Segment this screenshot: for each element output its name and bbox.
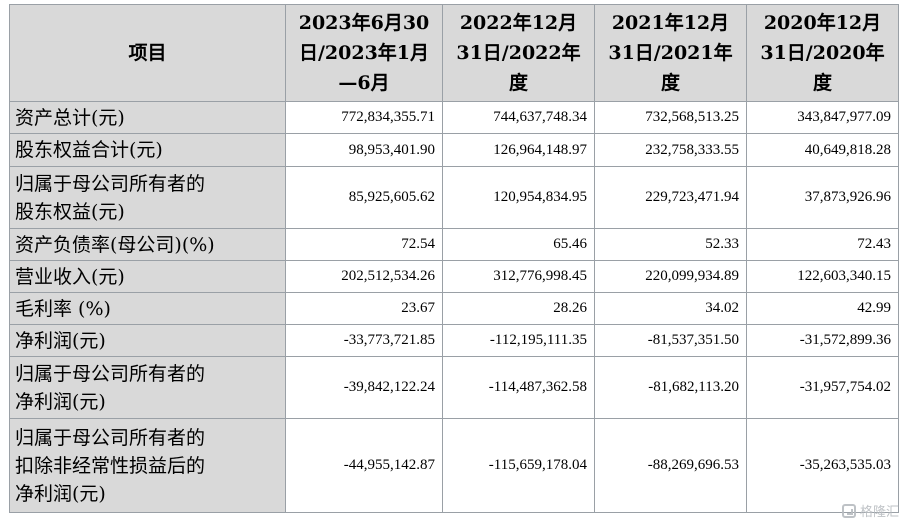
watermark-text: 格隆汇 <box>859 505 899 520</box>
table-cell: 202,512,534.26 <box>285 260 443 293</box>
table-cell: -31,957,754.02 <box>746 356 899 419</box>
table-cell: -35,263,535.03 <box>746 418 899 513</box>
table-cell: 42.99 <box>746 292 899 325</box>
table-row: 归属于母公司所有者的 扣除非经常性损益后的 净利润(元) -44,955,142.8… <box>9 418 899 513</box>
row-label-net-profit: 净利润(元) <box>9 324 286 357</box>
table-cell: 85,925,605.62 <box>285 166 443 229</box>
table-row: 归属于母公司所有者的 股东权益(元) 85,925,605.62 120,954,… <box>9 166 899 229</box>
row-label-revenue: 营业收入(元) <box>9 260 286 293</box>
row-label-total-equity: 股东权益合计(元) <box>9 133 286 167</box>
header-period-2022: 2022年12月 31日/2022年度 <box>442 4 595 102</box>
table-cell: 732,568,513.25 <box>594 101 747 134</box>
table-cell: 772,834,355.71 <box>285 101 443 134</box>
row-label-parent-net-profit-excl-nonrecurring: 归属于母公司所有者的 扣除非经常性损益后的 净利润(元) <box>9 418 286 513</box>
row-label-gross-margin: 毛利率 (%) <box>9 292 286 325</box>
table-cell: 220,099,934.89 <box>594 260 747 293</box>
table-cell: -114,487,362.58 <box>442 356 595 419</box>
table-cell: -44,955,142.87 <box>285 418 443 513</box>
table-cell: 52.33 <box>594 228 747 261</box>
table-cell: -39,842,122.24 <box>285 356 443 419</box>
row-label-parent-net-profit: 归属于母公司所有者的 净利润(元) <box>9 356 286 419</box>
table-cell: 122,603,340.15 <box>746 260 899 293</box>
table-cell: 120,954,834.95 <box>442 166 595 229</box>
table-row: 净利润(元) -33,773,721.85 -112,195,111.35 -8… <box>9 324 899 357</box>
row-label-parent-equity: 归属于母公司所有者的 股东权益(元) <box>9 166 286 229</box>
table-row: 毛利率 (%) 23.67 28.26 34.02 42.99 <box>9 292 899 325</box>
financial-summary-table: 项目 2023年6月30 日/2023年1月 —6月 2022年12月 31日/202… <box>9 4 899 513</box>
table-cell: -33,773,721.85 <box>285 324 443 357</box>
table-row: 资产总计(元) 772,834,355.71 744,637,748.34 73… <box>9 101 899 134</box>
table-cell: -31,572,899.36 <box>746 324 899 357</box>
table-cell: -81,537,351.50 <box>594 324 747 357</box>
table-row: 股东权益合计(元) 98,953,401.90 126,964,148.97 2… <box>9 133 899 167</box>
table-cell: 28.26 <box>442 292 595 325</box>
table-cell: 98,953,401.90 <box>285 133 443 167</box>
table-cell: 23.67 <box>285 292 443 325</box>
table-cell: -112,195,111.35 <box>442 324 595 357</box>
header-item: 项目 <box>9 4 286 102</box>
header-period-2021: 2021年12月 31日/2021年度 <box>594 4 747 102</box>
row-label-debt-ratio: 资产负债率(母公司)(%) <box>9 228 286 261</box>
table-cell: -81,682,113.20 <box>594 356 747 419</box>
table-cell: 126,964,148.97 <box>442 133 595 167</box>
table-cell: 34.02 <box>594 292 747 325</box>
table-cell: 744,637,748.34 <box>442 101 595 134</box>
table-cell: 40,649,818.28 <box>746 133 899 167</box>
table-cell: 232,758,333.55 <box>594 133 747 167</box>
table-header-row: 项目 2023年6月30 日/2023年1月 —6月 2022年12月 31日/202… <box>9 4 899 102</box>
table-cell: 72.43 <box>746 228 899 261</box>
table-cell: 72.54 <box>285 228 443 261</box>
header-period-2023h1: 2023年6月30 日/2023年1月 —6月 <box>285 4 443 102</box>
table-cell: 65.46 <box>442 228 595 261</box>
table-row: 营业收入(元) 202,512,534.26 312,776,998.45 22… <box>9 260 899 293</box>
table-row: 归属于母公司所有者的 净利润(元) -39,842,122.24 -114,487… <box>9 356 899 419</box>
row-label-total-assets: 资产总计(元) <box>9 101 286 134</box>
table-row: 资产负债率(母公司)(%) 72.54 65.46 52.33 72.43 <box>9 228 899 261</box>
header-period-2020: 2020年12月 31日/2020年度 <box>746 4 899 102</box>
glh-logo-icon <box>841 503 856 518</box>
watermark: 格隆汇 <box>841 501 899 520</box>
table-cell: 312,776,998.45 <box>442 260 595 293</box>
table-cell: 343,847,977.09 <box>746 101 899 134</box>
table-cell: -88,269,696.53 <box>594 418 747 513</box>
table-cell: 37,873,926.96 <box>746 166 899 229</box>
table-cell: -115,659,178.04 <box>442 418 595 513</box>
table-cell: 229,723,471.94 <box>594 166 747 229</box>
